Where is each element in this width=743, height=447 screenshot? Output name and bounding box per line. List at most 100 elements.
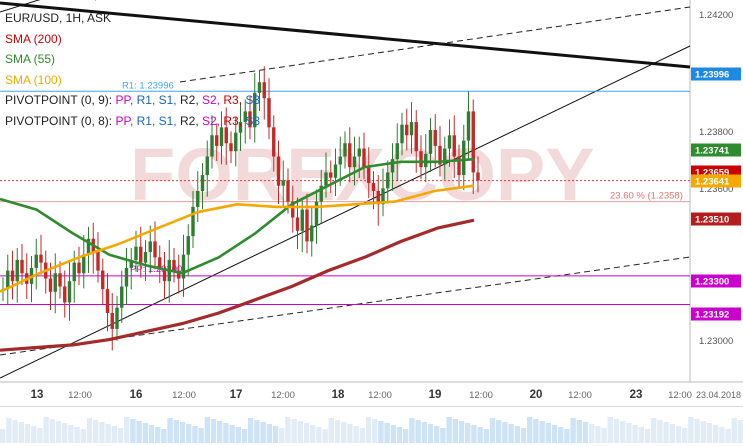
candle[interactable] bbox=[329, 160, 333, 193]
candle[interactable] bbox=[124, 248, 129, 305]
legend-pivot-1[interactable]: PIVOTPOINT (0, 9): PP, R1, S1, R2, S2, R… bbox=[5, 90, 260, 111]
candle[interactable] bbox=[447, 119, 452, 167]
candle[interactable] bbox=[96, 232, 100, 283]
candle[interactable] bbox=[314, 189, 319, 244]
candle[interactable] bbox=[376, 175, 380, 226]
candle[interactable] bbox=[348, 127, 352, 183]
sma200-line[interactable] bbox=[0, 218, 475, 352]
candle[interactable] bbox=[319, 169, 323, 224]
candle[interactable] bbox=[48, 262, 53, 311]
candle[interactable] bbox=[243, 99, 247, 144]
candle[interactable] bbox=[238, 102, 243, 151]
candle[interactable] bbox=[324, 152, 328, 198]
sma55-line[interactable] bbox=[0, 157, 475, 275]
candle[interactable] bbox=[91, 222, 95, 274]
candle[interactable] bbox=[352, 136, 357, 186]
candle[interactable] bbox=[77, 246, 81, 286]
candle[interactable] bbox=[310, 205, 314, 257]
candle[interactable] bbox=[215, 123, 219, 162]
candle[interactable] bbox=[281, 160, 285, 208]
candle[interactable] bbox=[25, 253, 29, 299]
candle[interactable] bbox=[115, 295, 119, 341]
candle[interactable] bbox=[177, 254, 181, 294]
price-badge[interactable]: 1.23510 bbox=[691, 212, 741, 226]
candle[interactable] bbox=[433, 114, 437, 168]
candle[interactable] bbox=[15, 248, 19, 303]
candle[interactable] bbox=[419, 135, 423, 180]
candle[interactable] bbox=[219, 111, 224, 165]
candle[interactable] bbox=[63, 270, 67, 318]
candle[interactable] bbox=[29, 255, 34, 303]
resistance-trendline[interactable] bbox=[0, 1, 691, 69]
candle[interactable] bbox=[452, 115, 456, 179]
candle[interactable] bbox=[196, 171, 200, 223]
candle[interactable] bbox=[129, 248, 133, 290]
price-badge[interactable]: 1.23741 bbox=[691, 143, 741, 157]
candle[interactable] bbox=[343, 131, 347, 169]
candle[interactable] bbox=[409, 102, 414, 154]
candle[interactable] bbox=[205, 140, 209, 197]
candle[interactable] bbox=[86, 226, 91, 273]
candle[interactable] bbox=[438, 126, 442, 177]
upper-left-trendline[interactable] bbox=[0, 0, 135, 13]
candle[interactable] bbox=[10, 250, 15, 300]
candle[interactable] bbox=[362, 132, 366, 180]
candle[interactable] bbox=[224, 107, 228, 165]
rising-channel-line[interactable] bbox=[0, 45, 691, 379]
candle[interactable] bbox=[367, 147, 371, 199]
candle[interactable] bbox=[466, 91, 471, 159]
candle[interactable] bbox=[229, 131, 233, 164]
candle[interactable] bbox=[20, 244, 24, 286]
candle[interactable] bbox=[101, 258, 105, 305]
candle[interactable] bbox=[67, 261, 72, 321]
candle[interactable] bbox=[172, 248, 176, 283]
candle[interactable] bbox=[253, 72, 257, 143]
candle[interactable] bbox=[333, 148, 338, 197]
price-badge[interactable]: 1.23641 bbox=[691, 174, 741, 188]
candle[interactable] bbox=[120, 270, 124, 323]
candle[interactable] bbox=[234, 116, 238, 167]
candle[interactable] bbox=[291, 185, 295, 233]
price-badge[interactable]: 1.23192 bbox=[691, 307, 741, 321]
candle[interactable] bbox=[39, 234, 43, 275]
legend-sma100[interactable]: SMA (100) bbox=[5, 72, 62, 87]
legend-sma200[interactable]: SMA (200) bbox=[5, 31, 62, 46]
candle[interactable] bbox=[443, 136, 447, 180]
price-badge[interactable]: 1.23996 bbox=[691, 67, 741, 81]
candle[interactable] bbox=[338, 136, 342, 186]
candle[interactable] bbox=[428, 118, 433, 173]
candle[interactable] bbox=[400, 112, 404, 156]
candle[interactable] bbox=[405, 108, 409, 151]
candle[interactable] bbox=[162, 252, 167, 300]
candle[interactable] bbox=[471, 99, 475, 194]
candle[interactable] bbox=[381, 168, 385, 217]
candle[interactable] bbox=[390, 143, 395, 191]
candle[interactable] bbox=[386, 160, 390, 204]
lower-dashed-channel[interactable] bbox=[0, 256, 691, 356]
candle[interactable] bbox=[158, 245, 162, 284]
candle[interactable] bbox=[181, 234, 186, 297]
candle[interactable] bbox=[457, 144, 461, 188]
candle[interactable] bbox=[82, 234, 86, 289]
candle[interactable] bbox=[200, 163, 205, 210]
candle[interactable] bbox=[272, 115, 276, 172]
candle[interactable] bbox=[267, 78, 271, 140]
candle[interactable] bbox=[257, 70, 262, 112]
candle[interactable] bbox=[462, 124, 466, 191]
candle[interactable] bbox=[276, 140, 281, 204]
candle[interactable] bbox=[34, 238, 38, 290]
legend-sma55[interactable]: SMA (55) bbox=[5, 52, 56, 66]
candle[interactable] bbox=[6, 254, 10, 305]
candle[interactable] bbox=[424, 133, 428, 183]
price-badge[interactable]: 1.23300 bbox=[691, 274, 741, 288]
candle[interactable] bbox=[476, 156, 480, 193]
candle[interactable] bbox=[105, 273, 110, 332]
legend-pivot-2[interactable]: PIVOTPOINT (0, 8): PP, R1, S1, R2, S2, R… bbox=[5, 111, 260, 132]
upper-dashed-channel[interactable] bbox=[179, 6, 691, 83]
candle[interactable] bbox=[262, 66, 266, 120]
sma100-line[interactable] bbox=[0, 184, 475, 293]
candle[interactable] bbox=[191, 191, 195, 249]
candle[interactable] bbox=[305, 193, 309, 254]
